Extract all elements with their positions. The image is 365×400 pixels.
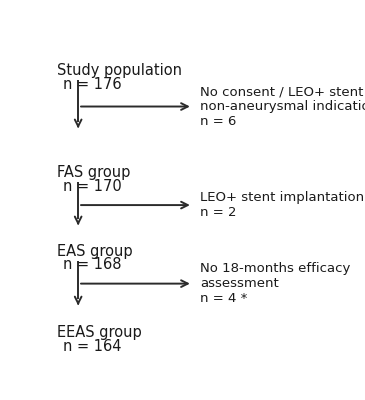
Text: n = 2: n = 2 <box>200 206 236 219</box>
Text: n = 6: n = 6 <box>200 115 236 128</box>
Text: n = 168: n = 168 <box>63 258 121 272</box>
Text: n = 164: n = 164 <box>63 339 121 354</box>
Text: n = 170: n = 170 <box>63 179 121 194</box>
Text: n = 4 *: n = 4 * <box>200 292 247 305</box>
Text: Study population: Study population <box>57 64 182 78</box>
Text: EAS group: EAS group <box>57 244 132 258</box>
Text: FAS group: FAS group <box>57 165 130 180</box>
Text: n = 176: n = 176 <box>63 77 121 92</box>
Text: assessment: assessment <box>200 277 278 290</box>
Text: non-aneurysmal indication: non-aneurysmal indication <box>200 100 365 113</box>
Text: LEO+ stent implantation failure: LEO+ stent implantation failure <box>200 191 365 204</box>
Text: No 18-months efficacy: No 18-months efficacy <box>200 262 350 275</box>
Text: No consent / LEO+ stent for: No consent / LEO+ stent for <box>200 85 365 98</box>
Text: EEAS group: EEAS group <box>57 325 142 340</box>
